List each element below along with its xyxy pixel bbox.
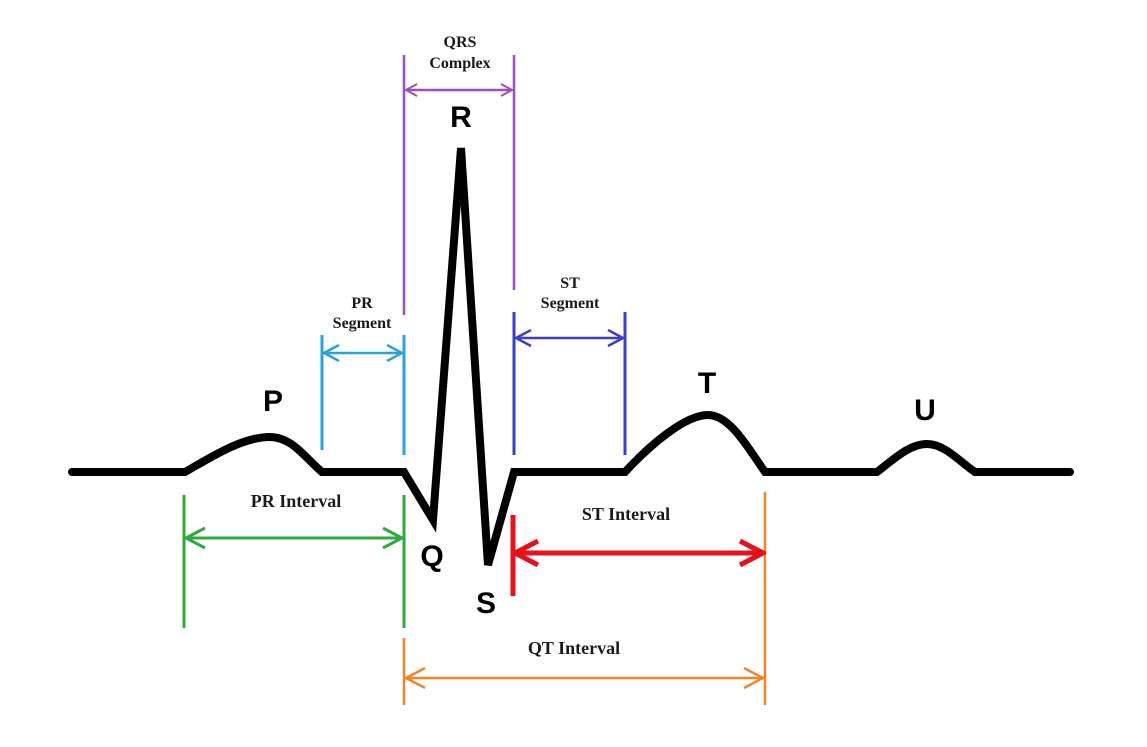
st-interval-bracket: ST Interval xyxy=(510,504,763,596)
wave-label-u: U xyxy=(914,394,936,427)
qt-interval-label: QT Interval xyxy=(528,638,620,658)
wave-label-t: T xyxy=(698,367,716,400)
qrs-complex-bracket: QRS Complex xyxy=(402,34,516,315)
wave-label-q: Q xyxy=(420,540,443,573)
st-segment-label-line2: Segment xyxy=(541,295,600,312)
st-segment-bracket: ST Segment xyxy=(512,275,627,455)
wave-label-s: S xyxy=(476,587,496,620)
pr-segment-label-line1: PR xyxy=(351,295,373,312)
st-interval-label: ST Interval xyxy=(582,504,670,524)
pr-interval-bracket: PR Interval xyxy=(182,491,406,628)
qrs-complex-label-line1: QRS xyxy=(444,34,477,51)
wave-label-p: P xyxy=(263,385,283,418)
ecg-trace xyxy=(68,147,1074,567)
pr-interval-label: PR Interval xyxy=(251,491,341,511)
qt-interval-bracket: QT Interval xyxy=(402,492,767,705)
wave-label-r: R xyxy=(450,101,472,134)
pr-segment-bracket: PR Segment xyxy=(320,295,406,455)
pr-segment-label-line2: Segment xyxy=(333,315,392,332)
qrs-complex-label-line2: Complex xyxy=(429,55,490,72)
st-segment-label-line1: ST xyxy=(560,275,580,292)
